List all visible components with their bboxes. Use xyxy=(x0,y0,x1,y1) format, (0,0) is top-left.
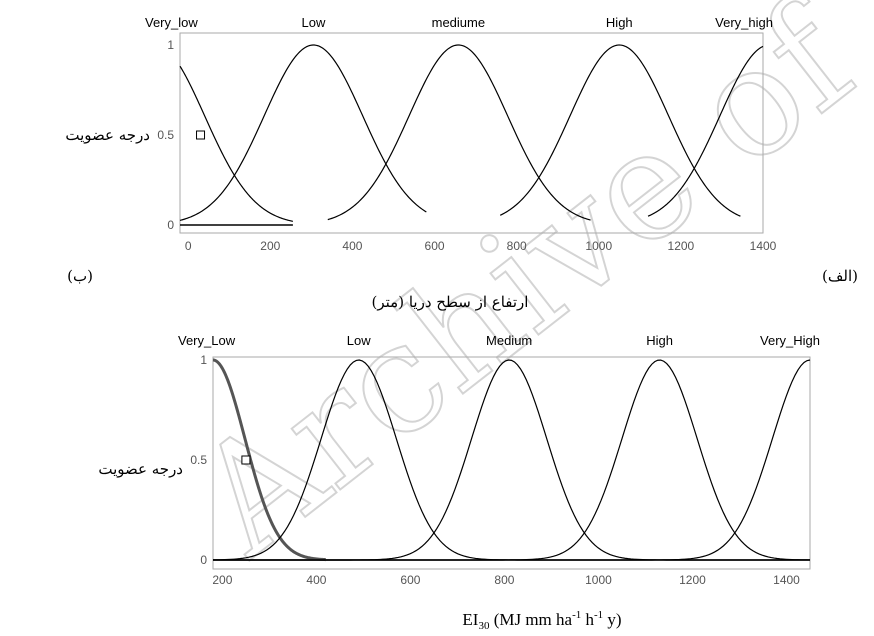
chart2-frame xyxy=(212,356,811,570)
chart1-series-very-high xyxy=(647,45,764,217)
chart2-mf-label-4: Very_High xyxy=(760,333,820,348)
chart2-xtick-4: 1000 xyxy=(585,573,612,587)
chart1-xlabel: ارتفاع از سطح دريا (متر) xyxy=(372,293,529,311)
chart1-series-very-low xyxy=(179,65,294,222)
chart1-mf-label-2: mediume xyxy=(432,15,485,30)
chart1-ytick-2: 1 xyxy=(167,38,174,52)
chart1-ytick-0: 0 xyxy=(167,218,174,232)
chart1-mf-label-4: Very_high xyxy=(715,15,773,30)
chart2-mf-label-2: Medium xyxy=(486,333,532,348)
chart1-mf-label-1: Low xyxy=(302,15,326,30)
chart2-series-very-low xyxy=(212,358,326,562)
chart2-ylabel: درجه عضويت xyxy=(98,460,183,478)
chart2-series-very-high xyxy=(213,359,811,561)
chart1-xtick-2: 400 xyxy=(342,239,362,253)
chart1-series-high xyxy=(499,44,741,217)
chart1-xtick-1: 200 xyxy=(260,239,280,253)
chart1-xtick-5: 1000 xyxy=(585,239,612,253)
chart2-ytick-2: 1 xyxy=(200,353,207,367)
chart2-xlabel: EI30 (MJ mm ha-1 h-1 y) xyxy=(462,609,621,632)
chart1-xtick-0: 0 xyxy=(185,239,192,253)
chart1-mf-label-0: Very_low xyxy=(145,15,198,30)
chart2-mf-label-1: Low xyxy=(347,333,371,348)
chart1-frame xyxy=(179,32,764,234)
chart2-xtick-5: 1200 xyxy=(679,573,706,587)
chart1-xtick-7: 1400 xyxy=(750,239,777,253)
chart2-marker xyxy=(241,455,251,465)
chart2-ytick-1: 0.5 xyxy=(190,453,207,467)
chart2-mf-label-0: Very_Low xyxy=(178,333,236,348)
chart2-xtick-0: 200 xyxy=(212,573,232,587)
chart1-ytick-1: 0.5 xyxy=(157,128,174,142)
chart2-xtick-1: 400 xyxy=(306,573,326,587)
chart2-mf-label-3: High xyxy=(646,333,673,348)
chart2-xtick-3: 800 xyxy=(494,573,514,587)
chart2-xtick-2: 600 xyxy=(400,573,420,587)
chart2-xtick-6: 1400 xyxy=(773,573,800,587)
chart1-series-mediume xyxy=(327,44,591,221)
chart1: 0 0.5 1 0 200 400 600 800 1000 1200 1400 Very_low Lo… xyxy=(145,15,777,253)
chart1-xtick-4: 800 xyxy=(507,239,527,253)
chart1-panel-label-right: (الف) xyxy=(822,267,858,285)
chart1-mf-label-3: High xyxy=(606,15,633,30)
chart1-marker xyxy=(196,130,206,140)
chart1-series-low xyxy=(179,44,427,221)
chart1-ylabel: درجه عضويت xyxy=(65,126,150,144)
chart1-panel-label-left: (ب) xyxy=(67,267,93,285)
chart1-xtick-6: 1200 xyxy=(668,239,695,253)
chart2-ytick-0: 0 xyxy=(200,553,207,567)
chart1-xtick-3: 600 xyxy=(425,239,445,253)
